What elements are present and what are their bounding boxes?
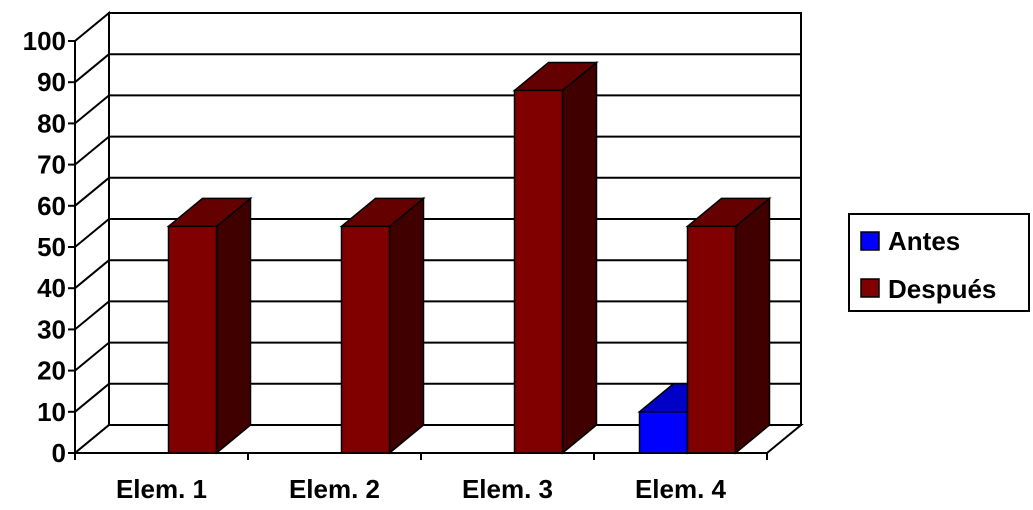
y-axis: 0 10 20 30 40 50 60 70 80 90 100 [23, 26, 76, 468]
bar-despu-s-1-side [215, 196, 252, 455]
legend: Antes Después [848, 213, 1030, 312]
bar-despu-s-4-side [734, 196, 771, 455]
gridline-side [74, 53, 110, 83]
gridline-side [74, 218, 110, 248]
x-tick-label: Elem. 2 [289, 474, 380, 504]
bar-despu-s-2 [339, 196, 426, 455]
legend-swatch-antes [860, 231, 880, 251]
bar-despu-s-1-front [167, 225, 218, 454]
bar-despu-s-4-front [686, 225, 737, 454]
bar-antes-4-front [638, 411, 689, 454]
y-tick-label: 80 [37, 108, 66, 138]
bar-despu-s-3-front [513, 89, 564, 454]
y-tick-label: 50 [37, 232, 66, 262]
bar-despu-s-3 [512, 60, 599, 455]
x-tick-label: Elem. 1 [116, 474, 207, 504]
legend-swatch-despues [860, 278, 880, 298]
y-tick-label: 60 [37, 191, 66, 221]
legend-label-antes: Antes [888, 226, 960, 256]
gridline-side [74, 94, 110, 125]
bar-despu-s-2-front [340, 225, 391, 454]
y-tick-label: 90 [37, 67, 66, 97]
bar-despu-s-1 [166, 196, 253, 455]
gridline-side [74, 300, 110, 331]
y-tick-label: 0 [52, 438, 66, 468]
y-tick-label: 10 [37, 397, 66, 427]
bar-despu-s-2-side [388, 196, 425, 455]
gridline-side [74, 135, 110, 166]
x-tick-label: Elem. 4 [635, 474, 727, 504]
legend-label-despues: Después [888, 274, 996, 304]
gridline-side [74, 383, 110, 413]
y-tick-label: 20 [37, 356, 66, 386]
y-tick-label: 70 [37, 150, 66, 180]
gridline-side [74, 341, 110, 372]
bars [166, 60, 772, 455]
x-axis: Elem. 1 Elem. 2 Elem. 3 Elem. 4 [74, 452, 768, 504]
y-tick-label: 30 [37, 314, 66, 344]
x-tick-label: Elem. 3 [462, 474, 553, 504]
bar-despu-s-3-side [561, 60, 598, 455]
gridline-side [74, 259, 110, 289]
y-tick-label: 40 [37, 273, 66, 303]
y-tick-label: 100 [23, 26, 66, 56]
bar-despu-s-4 [685, 196, 772, 455]
gridline-side [74, 177, 110, 207]
